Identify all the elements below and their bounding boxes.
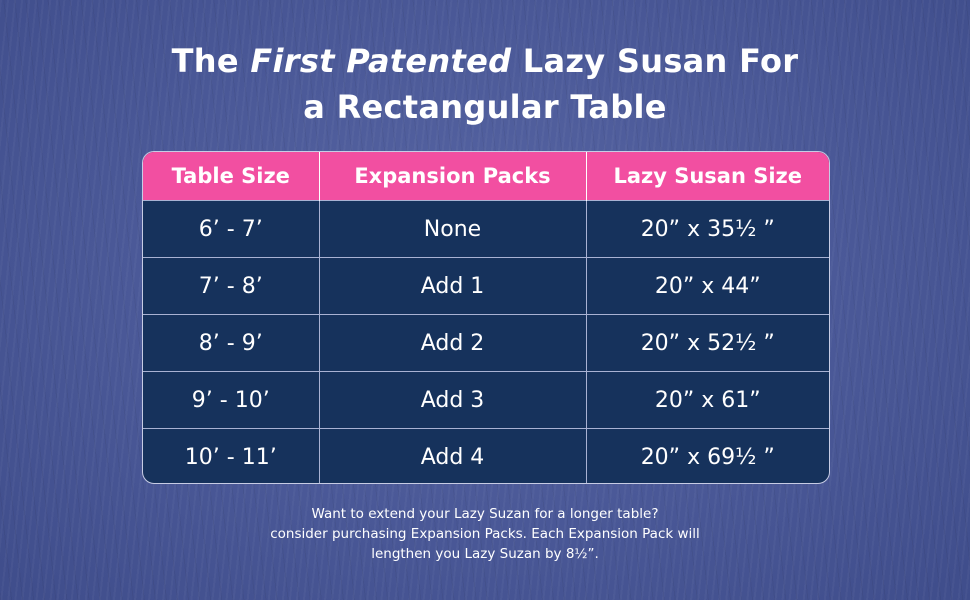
cell-expansion-packs: Add 4 xyxy=(319,428,587,483)
title-text-pre: The xyxy=(171,42,239,80)
title-text-post: Lazy Susan For xyxy=(522,42,799,80)
header-expansion-packs: Expansion Packs xyxy=(319,152,587,201)
cell-table-size: 8’ - 9’ xyxy=(143,314,320,372)
cell-lazy-susan-size: 20” x 35½ ” xyxy=(586,200,829,258)
cell-expansion-packs: Add 3 xyxy=(319,371,587,429)
size-table-grid: Table Size Expansion Packs Lazy Susan Si… xyxy=(143,152,829,483)
note-line-2: consider purchasing Expansion Packs. Eac… xyxy=(270,526,700,542)
cell-table-size: 9’ - 10’ xyxy=(143,371,320,429)
size-table: Table Size Expansion Packs Lazy Susan Si… xyxy=(142,151,830,484)
table-row: 6’ - 7’ None 20” x 35½ ” xyxy=(143,200,829,258)
note-line-1: Want to extend your Lazy Suzan for a lon… xyxy=(311,506,659,522)
cell-expansion-packs: Add 2 xyxy=(319,314,587,372)
cell-lazy-susan-size: 20” x 69½ ” xyxy=(586,428,829,483)
table-header-row: Table Size Expansion Packs Lazy Susan Si… xyxy=(143,152,829,201)
cell-table-size: 7’ - 8’ xyxy=(143,257,320,315)
cell-lazy-susan-size: 20” x 52½ ” xyxy=(586,314,829,372)
cell-table-size: 10’ - 11’ xyxy=(143,428,320,483)
cell-expansion-packs: None xyxy=(319,200,587,258)
table-row: 9’ - 10’ Add 3 20” x 61” xyxy=(143,371,829,429)
expansion-note: Want to extend your Lazy Suzan for a lon… xyxy=(0,504,970,564)
table-row: 10’ - 11’ Add 4 20” x 69½ ” xyxy=(143,428,829,483)
page-title: The First Patented Lazy Susan For a Rect… xyxy=(0,38,970,130)
header-table-size: Table Size xyxy=(143,152,320,201)
title-line-2: a Rectangular Table xyxy=(303,88,667,126)
note-line-3: lengthen you Lazy Suzan by 8½”. xyxy=(371,546,599,562)
cell-lazy-susan-size: 20” x 61” xyxy=(586,371,829,429)
header-lazy-susan-size: Lazy Susan Size xyxy=(586,152,829,201)
table-row: 7’ - 8’ Add 1 20” x 44” xyxy=(143,257,829,315)
table-row: 8’ - 9’ Add 2 20” x 52½ ” xyxy=(143,314,829,372)
cell-expansion-packs: Add 1 xyxy=(319,257,587,315)
cell-table-size: 6’ - 7’ xyxy=(143,200,320,258)
cell-lazy-susan-size: 20” x 44” xyxy=(586,257,829,315)
title-line-1: The First Patented Lazy Susan For xyxy=(0,38,970,84)
title-emphasis: First Patented xyxy=(250,42,512,80)
